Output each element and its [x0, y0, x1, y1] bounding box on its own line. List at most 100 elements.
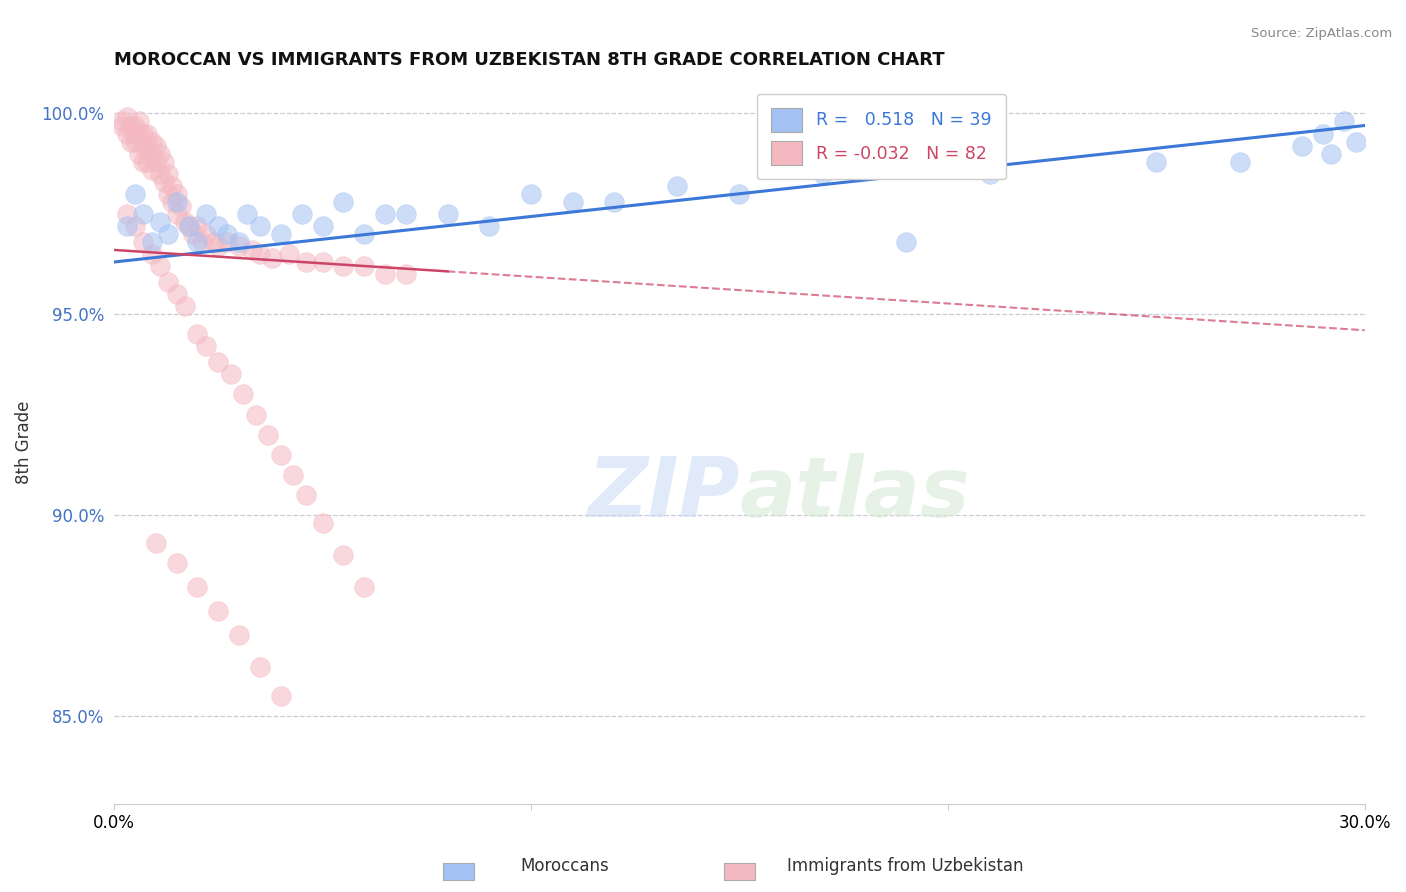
Point — [124, 135, 146, 149]
Point — [603, 194, 626, 209]
Point — [115, 111, 138, 125]
Point — [353, 259, 375, 273]
Point — [157, 167, 180, 181]
Point — [162, 194, 184, 209]
Point — [262, 251, 284, 265]
Point — [149, 146, 172, 161]
Point — [174, 299, 197, 313]
Point — [353, 227, 375, 241]
Point — [141, 135, 163, 149]
Point — [728, 186, 751, 201]
Point — [665, 178, 688, 193]
Text: MOROCCAN VS IMMIGRANTS FROM UZBEKISTAN 8TH GRADE CORRELATION CHART: MOROCCAN VS IMMIGRANTS FROM UZBEKISTAN 8… — [114, 51, 945, 69]
Point — [240, 243, 263, 257]
Point — [245, 408, 267, 422]
Point — [311, 516, 333, 530]
Point — [520, 186, 543, 201]
Point — [332, 548, 354, 562]
Point — [145, 536, 167, 550]
Point — [120, 135, 142, 149]
Point — [207, 239, 229, 253]
Point — [311, 255, 333, 269]
Point — [194, 227, 217, 241]
Point — [115, 219, 138, 233]
Point — [295, 255, 318, 269]
Point — [374, 207, 396, 221]
Point — [194, 207, 217, 221]
Point — [270, 448, 292, 462]
Point — [278, 247, 301, 261]
Point — [149, 259, 172, 273]
Point — [120, 119, 142, 133]
Point — [295, 488, 318, 502]
Point — [1320, 146, 1343, 161]
Point — [186, 219, 208, 233]
Point — [561, 194, 583, 209]
Point — [166, 207, 188, 221]
Point — [141, 247, 163, 261]
Point — [257, 427, 280, 442]
Point — [141, 146, 163, 161]
Text: atlas: atlas — [740, 453, 970, 533]
Point — [136, 138, 159, 153]
Point — [132, 235, 155, 249]
Point — [141, 235, 163, 249]
Point — [374, 267, 396, 281]
Point — [115, 127, 138, 141]
Point — [149, 167, 172, 181]
Point — [1291, 138, 1313, 153]
Point — [979, 167, 1001, 181]
Point — [249, 247, 271, 261]
Text: Immigrants from Uzbekistan: Immigrants from Uzbekistan — [787, 857, 1024, 875]
Point — [128, 127, 150, 141]
Point — [207, 355, 229, 369]
Point — [249, 660, 271, 674]
Point — [186, 327, 208, 342]
Point — [181, 227, 204, 241]
Point — [124, 127, 146, 141]
Point — [111, 114, 134, 128]
Point — [228, 628, 250, 642]
Point — [124, 219, 146, 233]
Point — [174, 215, 197, 229]
Text: Source: ZipAtlas.com: Source: ZipAtlas.com — [1251, 27, 1392, 40]
Point — [1346, 135, 1368, 149]
Point — [228, 239, 250, 253]
Point — [232, 387, 254, 401]
Point — [166, 186, 188, 201]
Point — [478, 219, 501, 233]
Point — [270, 227, 292, 241]
Point — [236, 207, 259, 221]
Point — [811, 167, 834, 181]
Point — [132, 207, 155, 221]
Point — [291, 207, 314, 221]
Point — [311, 219, 333, 233]
Point — [207, 219, 229, 233]
Point — [145, 138, 167, 153]
Point — [215, 235, 238, 249]
Point — [132, 154, 155, 169]
Point — [194, 339, 217, 353]
Point — [111, 119, 134, 133]
Point — [353, 580, 375, 594]
Point — [132, 138, 155, 153]
Point — [1144, 154, 1167, 169]
Point — [157, 186, 180, 201]
Point — [115, 207, 138, 221]
Point — [436, 207, 458, 221]
Point — [157, 227, 180, 241]
Point — [124, 119, 146, 133]
Point — [219, 368, 242, 382]
Text: Moroccans: Moroccans — [520, 857, 609, 875]
Point — [141, 162, 163, 177]
Point — [177, 219, 200, 233]
Point — [136, 154, 159, 169]
Point — [202, 235, 225, 249]
Point — [170, 199, 193, 213]
Point — [162, 178, 184, 193]
Point — [153, 175, 176, 189]
Point — [177, 219, 200, 233]
Point — [249, 219, 271, 233]
Point — [157, 275, 180, 289]
Point — [166, 194, 188, 209]
